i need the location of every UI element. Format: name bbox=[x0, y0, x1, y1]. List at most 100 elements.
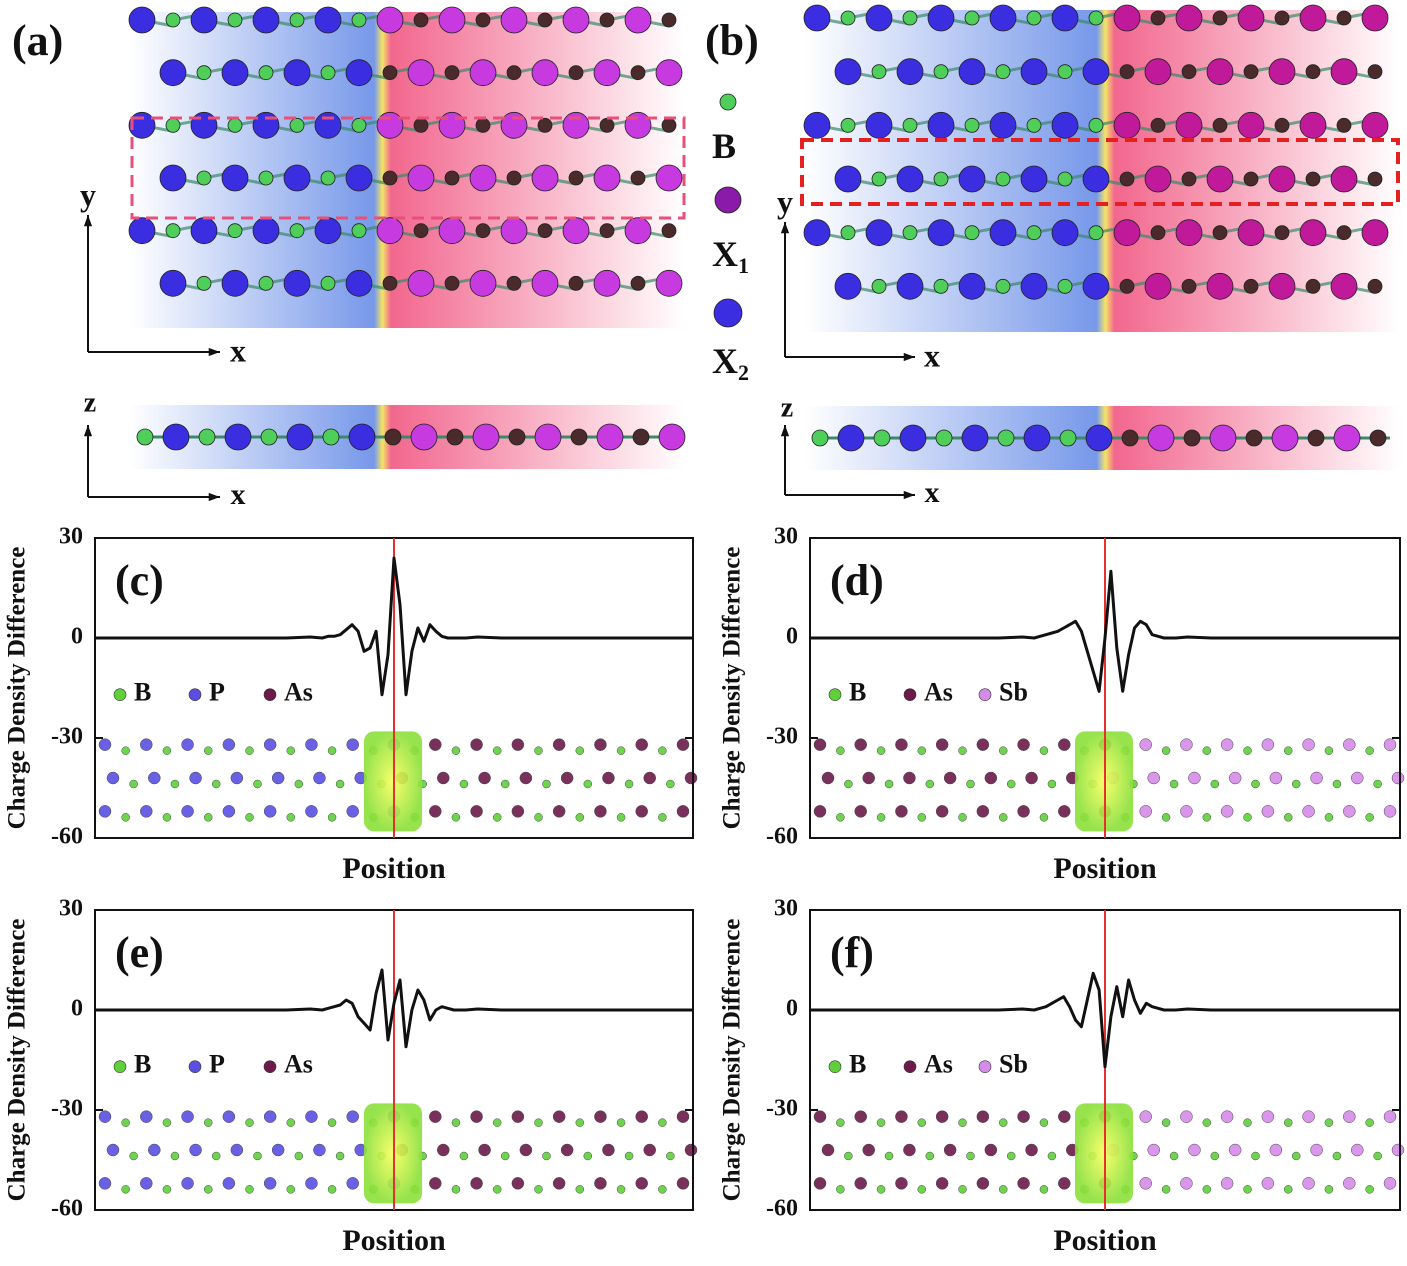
structure-atom bbox=[895, 1110, 908, 1123]
legend-label: X1 bbox=[712, 234, 749, 278]
structure-atom bbox=[1039, 813, 1049, 822]
y-axis-label: Charge Density Difference bbox=[4, 919, 31, 1202]
legend-marker bbox=[903, 688, 917, 701]
y-tick-label: -60 bbox=[766, 824, 798, 850]
arrow-head bbox=[903, 490, 915, 500]
atom bbox=[345, 164, 373, 192]
atom bbox=[1268, 165, 1296, 193]
atom bbox=[376, 6, 404, 34]
structure-atom bbox=[162, 746, 172, 755]
atom bbox=[1268, 272, 1296, 300]
element-name: X bbox=[712, 341, 738, 381]
side-atom bbox=[935, 429, 953, 447]
structure-atom bbox=[836, 746, 845, 755]
legend-label: Sb bbox=[999, 678, 1028, 707]
legend-label: B bbox=[849, 678, 866, 707]
atom bbox=[1175, 4, 1203, 32]
structure-atom bbox=[459, 779, 469, 789]
atom bbox=[537, 223, 553, 239]
structure-atom bbox=[1269, 1143, 1283, 1157]
structure-atom bbox=[594, 738, 607, 751]
atom bbox=[834, 58, 862, 86]
atom bbox=[531, 164, 559, 192]
structure-atom bbox=[181, 1110, 194, 1123]
atom bbox=[1243, 64, 1259, 80]
structure-atom bbox=[643, 771, 656, 785]
structure-atom bbox=[1139, 1110, 1152, 1123]
structure-atom bbox=[534, 813, 543, 822]
atom bbox=[1305, 64, 1321, 80]
structure-atom bbox=[534, 1118, 543, 1127]
side-atom bbox=[348, 423, 376, 451]
legend-atom bbox=[719, 93, 737, 111]
atom bbox=[1144, 165, 1172, 193]
atom bbox=[413, 12, 429, 28]
atom bbox=[1020, 165, 1048, 193]
atom bbox=[630, 275, 646, 291]
atom bbox=[1243, 278, 1259, 294]
atom bbox=[159, 59, 187, 87]
structure-atom bbox=[917, 1118, 927, 1127]
side-atom bbox=[1059, 429, 1077, 447]
atom bbox=[165, 117, 181, 133]
structure-atom bbox=[984, 771, 998, 785]
structure-atom bbox=[263, 1110, 277, 1123]
side-atom bbox=[162, 423, 190, 451]
atom bbox=[958, 272, 986, 300]
legend-marker bbox=[113, 1060, 127, 1073]
structure-atom bbox=[602, 771, 615, 785]
structure-atom bbox=[542, 1151, 551, 1161]
structure-atom bbox=[429, 805, 442, 818]
atom bbox=[128, 6, 156, 34]
atom bbox=[258, 170, 274, 186]
atom bbox=[1268, 58, 1296, 86]
structure-atom bbox=[203, 1118, 213, 1127]
structure-atom bbox=[594, 1110, 607, 1123]
atom bbox=[1367, 278, 1383, 294]
structure-atom bbox=[500, 1151, 510, 1161]
atom bbox=[562, 217, 590, 245]
structure-atom bbox=[935, 1110, 949, 1123]
structure-atom bbox=[1332, 779, 1342, 789]
structure-atom bbox=[935, 1177, 949, 1190]
atom bbox=[871, 171, 887, 187]
structure-atom bbox=[263, 738, 277, 751]
structure-atom bbox=[451, 813, 461, 822]
structure-atom bbox=[1351, 1143, 1364, 1157]
atom bbox=[995, 64, 1011, 80]
structure-atom bbox=[230, 771, 244, 785]
structure-atom bbox=[140, 805, 153, 818]
atom bbox=[1026, 117, 1042, 133]
side-atom bbox=[198, 428, 216, 446]
structure-atom bbox=[917, 746, 927, 755]
atom bbox=[958, 165, 986, 193]
atom bbox=[1212, 10, 1228, 26]
arrow-head bbox=[903, 352, 915, 362]
axis-name: y bbox=[777, 183, 793, 219]
structure-atom bbox=[271, 1143, 285, 1157]
legend-label: B bbox=[134, 1050, 151, 1079]
atom bbox=[444, 65, 460, 81]
structure-atom bbox=[1058, 738, 1071, 751]
x-axis-label: Position bbox=[1053, 852, 1157, 885]
structure-atom bbox=[245, 746, 254, 755]
structure-atom bbox=[876, 1185, 886, 1194]
atom bbox=[196, 170, 212, 186]
atom bbox=[964, 10, 980, 26]
structure-atom bbox=[884, 1151, 894, 1161]
structure-atom bbox=[451, 746, 461, 755]
structure-atom bbox=[534, 746, 543, 755]
structure-atom bbox=[1180, 738, 1193, 751]
structure-atom bbox=[836, 1185, 845, 1194]
atom bbox=[1299, 219, 1327, 247]
atom bbox=[933, 278, 949, 294]
structure-atom bbox=[854, 1110, 867, 1123]
atom bbox=[1181, 171, 1197, 187]
atom bbox=[1237, 111, 1265, 139]
atom bbox=[964, 225, 980, 241]
atom bbox=[444, 275, 460, 291]
structure-atom bbox=[1365, 1185, 1374, 1194]
atom bbox=[1336, 117, 1352, 133]
atom bbox=[840, 10, 856, 26]
structure-atom bbox=[1269, 771, 1283, 785]
